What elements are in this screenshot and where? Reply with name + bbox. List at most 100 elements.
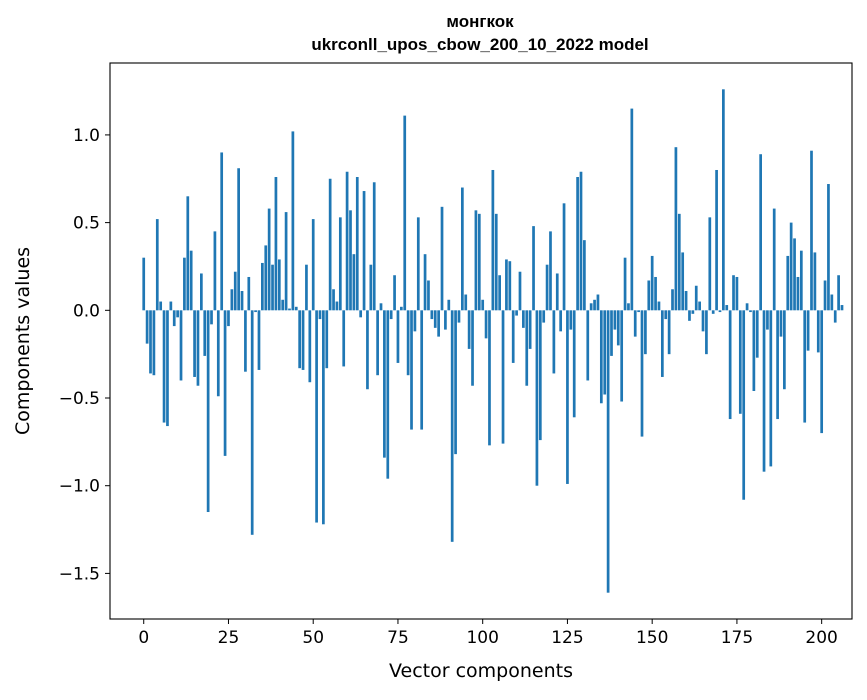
bar [440,206,444,311]
bar [254,310,257,313]
bar [294,306,298,311]
bar [464,294,468,311]
bar [589,303,593,311]
bar [772,208,776,311]
bar [786,255,790,311]
bar [189,250,193,311]
bar [522,310,525,328]
bar [383,310,386,458]
bar [216,310,220,397]
bar [671,289,674,311]
bar [508,261,512,311]
bar [667,310,671,355]
bars-group [142,89,844,593]
bar [250,310,254,535]
bar [233,271,237,311]
bar [576,177,579,311]
bar [423,254,427,311]
bar [328,178,332,311]
bar [264,245,268,311]
bar [647,280,651,311]
chart-title-line2: ukrconll_upos_cbow_200_10_2022 model [311,35,648,54]
bar [342,310,346,367]
bar [722,89,725,311]
bar [325,310,329,369]
bar [193,310,196,377]
bar [677,213,681,311]
bar [298,310,302,369]
bar [498,275,501,311]
bar [433,310,437,328]
bar [410,310,413,430]
bar [203,310,207,356]
bar [396,310,400,363]
bar [267,208,271,311]
bar [338,217,342,311]
bar [311,219,315,311]
bar [152,310,156,376]
bar [776,310,779,420]
bar [332,289,335,311]
bar [810,150,813,311]
bar [172,310,176,327]
bar [474,210,478,311]
bar [271,264,274,311]
bar [528,310,532,349]
bar [244,310,247,372]
bar [708,217,712,311]
bar [488,310,491,446]
bar [176,310,179,318]
bar [813,252,817,311]
bar [701,310,705,332]
bar [355,177,359,311]
bar [471,310,474,386]
bar [569,310,573,330]
bar [542,310,546,323]
bar [837,275,840,311]
x-axis-label: Vector components [389,660,573,682]
bar [745,303,749,311]
bar [566,310,569,484]
bar [650,255,654,311]
bar [437,310,440,337]
bar [525,310,529,386]
bar [759,154,762,311]
bar [630,108,634,311]
bar [454,310,457,455]
bar [366,310,369,390]
bar [155,219,159,311]
chart-title-line1: монгкок [446,12,514,31]
bar [762,310,766,472]
bar [644,310,647,355]
y-axis-label: Components values [12,247,34,435]
bar [511,310,515,363]
bar [599,310,603,404]
bar [467,310,471,349]
bar [657,301,661,311]
bar [399,306,403,311]
bar [789,222,793,311]
bar [183,257,186,311]
bar [159,301,163,311]
bar [308,310,312,383]
bar [783,310,786,390]
bar [742,310,746,500]
bar [840,305,844,311]
bar [447,299,451,311]
x-tick-label: 150 [636,628,668,648]
bar [430,310,434,320]
bar [352,254,356,311]
bar [335,301,339,311]
bar [735,276,739,311]
bar [732,275,735,311]
bar [627,303,630,311]
y-tick-label: −1.0 [59,477,100,497]
bar [718,310,722,313]
bar [427,280,430,311]
bar [654,276,657,311]
bar [291,131,295,311]
bar [403,115,407,311]
x-tick-label: 75 [387,628,409,648]
bar [637,310,640,313]
bar [779,310,783,337]
